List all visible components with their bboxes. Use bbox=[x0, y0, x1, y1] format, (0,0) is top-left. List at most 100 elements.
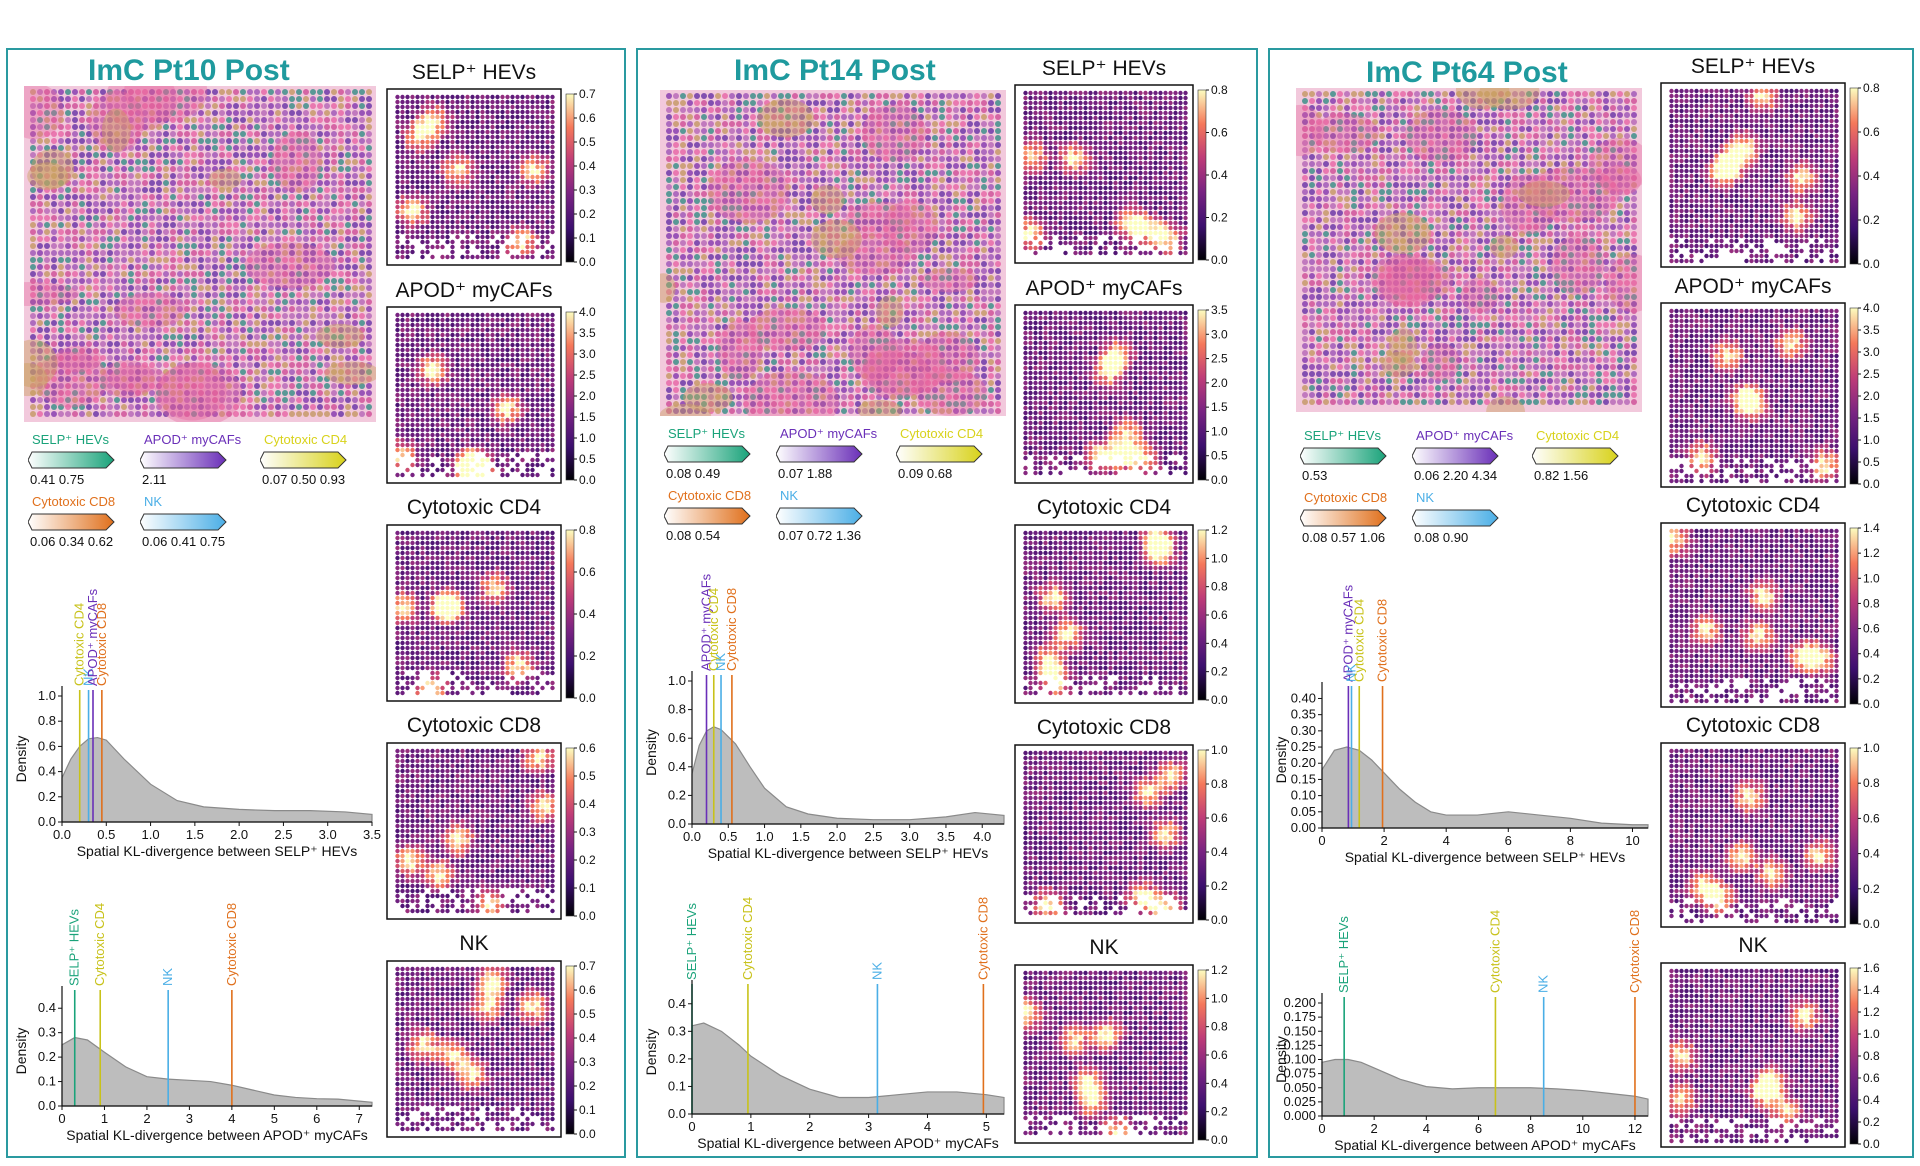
x-tick-label: 0.5 bbox=[97, 827, 115, 842]
marker-label: NK bbox=[1343, 664, 1358, 682]
colorbar-tick-label: 1.0 bbox=[1211, 744, 1228, 757]
legend-label: APOD⁺ myCAFs bbox=[1416, 428, 1513, 444]
density-area bbox=[61, 1036, 373, 1107]
x-tick-label: 1.0 bbox=[756, 829, 774, 844]
legend-label: Cytotoxic CD8 bbox=[668, 488, 751, 503]
y-tick-label: 0.0 bbox=[668, 1106, 686, 1121]
legend-label: Cytotoxic CD8 bbox=[32, 494, 115, 509]
legend-ticks: 0.08 0.57 1.06 bbox=[1302, 530, 1385, 545]
x-tick-label: 0 bbox=[1318, 1121, 1325, 1136]
colorbar-tick-label: 0.8 bbox=[1211, 1020, 1228, 1034]
legend-item: Cytotoxic CD4 0.07 0.50 0.93 bbox=[256, 432, 368, 492]
colorbar-tick-label: 2.5 bbox=[579, 368, 596, 382]
legend-ticks: 0.82 1.56 bbox=[1534, 468, 1588, 483]
colorbar-tick-label: 1.2 bbox=[1863, 546, 1880, 560]
legend-colorbar bbox=[1300, 447, 1387, 465]
marker-label: NK bbox=[160, 968, 175, 986]
spatial-map-column: SELP⁺ HEVs 0.0 0.1 0.2 0.3 0.4 0.5 0.6 0.7 APOD⁺ … bbox=[386, 60, 620, 1156]
map-colorbar bbox=[1197, 749, 1207, 921]
density-area bbox=[61, 736, 373, 823]
legend-colorbar bbox=[260, 451, 347, 469]
x-tick-label: 8 bbox=[1567, 833, 1574, 848]
colorbar-tick-label: 0.0 bbox=[1211, 1133, 1228, 1147]
colorbar-tick-label: 1.2 bbox=[1211, 964, 1228, 977]
density-area bbox=[1321, 746, 1649, 829]
x-tick-label: 12 bbox=[1628, 1121, 1642, 1136]
marker-label: NK bbox=[81, 668, 96, 686]
colorbar-tick-label: 0.0 bbox=[579, 255, 596, 269]
y-tick-label: 0.1 bbox=[668, 1078, 686, 1093]
map-title: Cytotoxic CD4 bbox=[1660, 494, 1846, 518]
heatmap: 0.0 0.1 0.2 0.3 0.4 0.5 0.6 0.7 bbox=[386, 88, 596, 269]
tissue-image bbox=[1296, 88, 1642, 412]
heatmap: 0.0 0.5 1.0 1.5 2.0 2.5 3.0 3.5 4.0 bbox=[386, 306, 596, 487]
y-tick-label: 0.0 bbox=[38, 1098, 56, 1113]
legend-label: APOD⁺ myCAFs bbox=[780, 426, 877, 442]
colorbar-tick-label: 0.7 bbox=[579, 88, 596, 101]
colorbar-legend: SELP⁺ HEVs 0.53 APOD⁺ myCAFs 0.06 2.20 4.34… bbox=[1296, 428, 1656, 548]
colorbar-tick-label: 1.0 bbox=[1863, 433, 1880, 447]
legend-item: APOD⁺ myCAFs 0.06 2.20 4.34 bbox=[1408, 428, 1520, 488]
colorbar-tick-label: 0.4 bbox=[1863, 647, 1880, 661]
colorbar-tick-label: 3.0 bbox=[1211, 327, 1228, 341]
legend-colorbar bbox=[896, 445, 983, 463]
legend-ticks: 0.07 0.50 0.93 bbox=[262, 472, 345, 487]
legend-colorbar bbox=[140, 513, 227, 531]
colorbar-tick-label: 0.3 bbox=[579, 1055, 596, 1069]
panel-title: ImC Pt64 Post bbox=[1366, 56, 1568, 90]
x-tick-label: 5 bbox=[983, 1119, 990, 1134]
colorbar-tick-label: 0.2 bbox=[1863, 882, 1880, 896]
colorbar-tick-label: 1.0 bbox=[1211, 424, 1228, 438]
legend-ticks: 0.53 bbox=[1302, 468, 1327, 483]
marker-label: APOD⁺ myCAFs bbox=[699, 573, 714, 671]
colorbar-tick-label: 0.4 bbox=[1211, 168, 1228, 182]
spatial-map: Cytotoxic CD8 0.0 0.2 0.4 0.6 0.8 1.0 bbox=[1014, 716, 1264, 936]
colorbar-tick-label: 1.5 bbox=[1863, 411, 1880, 425]
x-tick-label: 0 bbox=[688, 1119, 695, 1134]
colorbar-tick-label: 0.4 bbox=[1863, 1093, 1880, 1107]
colorbar-tick-label: 0.4 bbox=[1211, 845, 1228, 859]
map-colorbar bbox=[1197, 969, 1207, 1141]
map-colorbar bbox=[565, 529, 575, 699]
heatmap: 0.0 0.2 0.4 0.6 0.8 1.0 1.2 bbox=[1014, 964, 1228, 1147]
y-tick-label: 0.05 bbox=[1291, 804, 1316, 819]
y-tick-label: 0.3 bbox=[668, 1023, 686, 1038]
legend-item: Cytotoxic CD4 0.82 1.56 bbox=[1528, 428, 1640, 488]
panel-title: ImC Pt14 Post bbox=[734, 54, 936, 88]
map-colorbar bbox=[1849, 747, 1859, 925]
legend-item: NK 0.06 0.41 0.75 bbox=[136, 494, 248, 554]
legend-label: SELP⁺ HEVs bbox=[1304, 428, 1381, 444]
colorbar-tick-label: 0.6 bbox=[579, 565, 596, 579]
y-axis-label: Density bbox=[1274, 1036, 1289, 1083]
y-tick-label: 0.0 bbox=[38, 814, 56, 829]
y-axis-label: Density bbox=[1274, 737, 1289, 784]
x-tick-label: 2.0 bbox=[828, 829, 846, 844]
colorbar-tick-label: 0.2 bbox=[579, 207, 596, 221]
legend-ticks: 0.06 2.20 4.34 bbox=[1414, 468, 1497, 483]
colorbar-tick-label: 0.0 bbox=[579, 473, 596, 487]
y-tick-label: 0.0 bbox=[668, 816, 686, 831]
spatial-map: SELP⁺ HEVs 0.0 0.2 0.4 0.6 0.8 bbox=[1014, 56, 1264, 276]
marker-label: Cytotoxic CD8 bbox=[224, 903, 239, 986]
heatmap: 0.0 0.2 0.4 0.6 0.8 bbox=[1014, 84, 1228, 267]
marker-label: Cytotoxic CD8 bbox=[724, 588, 739, 671]
x-tick-label: 10 bbox=[1625, 833, 1639, 848]
legend-item: Cytotoxic CD8 0.08 0.54 bbox=[660, 488, 772, 548]
spatial-map: Cytotoxic CD4 0.0 0.2 0.4 0.6 0.8 bbox=[386, 496, 632, 714]
x-tick-label: 4 bbox=[228, 1111, 235, 1126]
x-axis-label: Spatial KL-divergence between SELP⁺ HEVs bbox=[77, 843, 358, 859]
y-tick-label: 0.125 bbox=[1283, 1037, 1316, 1052]
x-tick-label: 4 bbox=[924, 1119, 931, 1134]
colorbar-tick-label: 0.0 bbox=[579, 1127, 596, 1141]
colorbar-tick-label: 0.8 bbox=[1863, 82, 1880, 95]
colorbar-tick-label: 0.4 bbox=[1863, 847, 1880, 861]
density-area bbox=[691, 726, 1005, 825]
marker-label: Cytotoxic CD8 bbox=[975, 897, 990, 980]
x-tick-label: 2.5 bbox=[864, 829, 882, 844]
colorbar-tick-label: 0.4 bbox=[579, 607, 596, 621]
legend-ticks: 0.07 1.88 bbox=[778, 466, 832, 481]
marker-label: SELP⁺ HEVs bbox=[684, 903, 699, 980]
colorbar-tick-label: 2.5 bbox=[1211, 352, 1228, 366]
y-tick-label: 0.3 bbox=[38, 1025, 56, 1040]
